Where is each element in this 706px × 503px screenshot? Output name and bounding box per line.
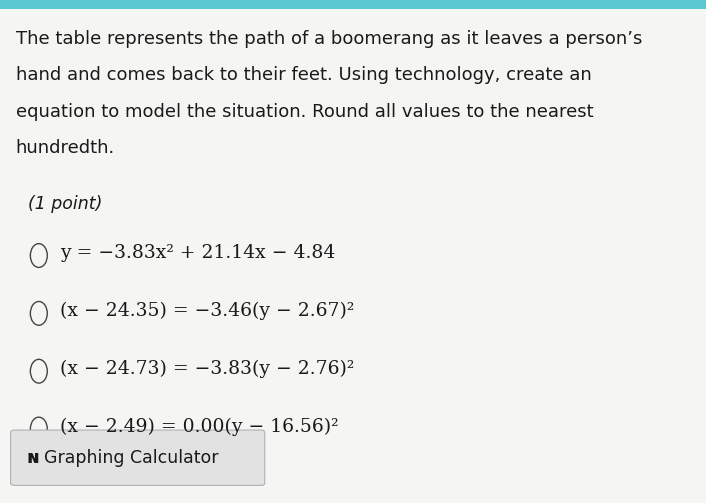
Text: (1 point): (1 point) xyxy=(28,195,102,213)
Text: ɴ: ɴ xyxy=(27,449,40,467)
Text: (x − 24.73) = −3.83(y − 2.76)²: (x − 24.73) = −3.83(y − 2.76)² xyxy=(60,360,354,378)
Text: (x − 2.49) = 0.00(y − 16.56)²: (x − 2.49) = 0.00(y − 16.56)² xyxy=(60,417,338,436)
Text: equation to model the situation. Round all values to the nearest: equation to model the situation. Round a… xyxy=(16,103,593,121)
Text: (x − 24.35) = −3.46(y − 2.67)²: (x − 24.35) = −3.46(y − 2.67)² xyxy=(60,302,354,320)
Text: hand and comes back to their feet. Using technology, create an: hand and comes back to their feet. Using… xyxy=(16,66,592,85)
Text: The table represents the path of a boomerang as it leaves a person’s: The table represents the path of a boome… xyxy=(16,30,642,48)
Text: hundredth.: hundredth. xyxy=(16,139,115,157)
FancyBboxPatch shape xyxy=(0,0,706,9)
FancyBboxPatch shape xyxy=(11,430,265,485)
Text: Graphing Calculator: Graphing Calculator xyxy=(44,449,218,467)
Text: y = −3.83x² + 21.14x − 4.84: y = −3.83x² + 21.14x − 4.84 xyxy=(60,244,335,262)
